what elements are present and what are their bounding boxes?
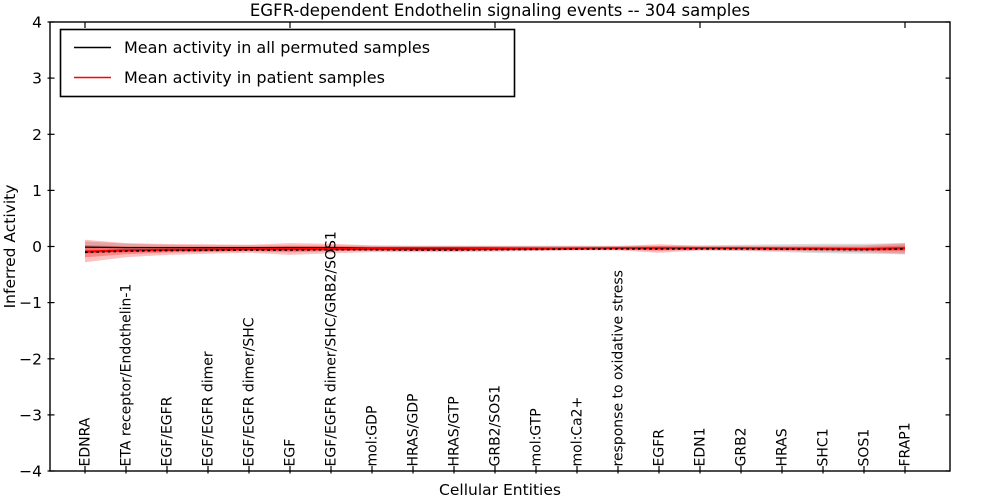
- series-lines: [84, 246, 906, 254]
- y-tick-label: 1: [32, 182, 42, 200]
- y-tick-label: 0: [32, 238, 42, 256]
- x-category-label: EGF/EGFR: [160, 396, 176, 466]
- x-category-label: SOS1: [857, 429, 873, 467]
- x-category-label: mol:GTP: [529, 408, 545, 466]
- x-category-label: ETA receptor/Endothelin-1: [119, 284, 135, 467]
- x-category-label: EDNRA: [78, 417, 94, 466]
- legend: Mean activity in all permuted samples Me…: [59, 28, 516, 98]
- x-category-label: GRB2/SOS1: [488, 385, 504, 467]
- y-tick-label: 2: [32, 126, 42, 144]
- x-category-label: FRAP1: [898, 422, 914, 466]
- y-tick-label: −3: [19, 406, 42, 424]
- x-category-label: HRAS/GTP: [447, 396, 463, 466]
- x-category-label: EGF/EGFR dimer/SHC: [242, 317, 258, 466]
- x-axis-label: Cellular Entities: [439, 481, 561, 499]
- y-tick-label: −2: [19, 350, 42, 368]
- x-category-label: response to oxidative stress: [611, 270, 627, 466]
- patient-samples-range-band: [85, 239, 905, 263]
- x-category-label: SHC1: [816, 428, 832, 466]
- x-category-label: mol:GDP: [365, 406, 381, 467]
- x-category-label: HRAS: [775, 428, 791, 466]
- y-tick-label: −4: [19, 463, 42, 481]
- legend-label-permuted: Mean activity in all permuted samples: [124, 38, 430, 57]
- y-tick-label: 3: [32, 70, 42, 88]
- x-category-label: EGF/EGFR dimer/SHC/GRB2/SOS1: [324, 231, 340, 466]
- x-category-label: HRAS/GDP: [406, 394, 422, 467]
- axes-frame: [47, 21, 951, 474]
- y-tick-labels: −4 −3 −2 −1 0 1 2 3 4: [19, 14, 42, 481]
- x-category-labels: EDNRA ETA receptor/Endothelin-1 EGF/EGFR EG…: [78, 231, 914, 466]
- x-category-label: EGF/EGFR dimer: [201, 351, 217, 466]
- x-category-label: EGFR: [652, 429, 668, 467]
- patient-mean-line: [84, 247, 906, 253]
- chart-title: EGFR-dependent Endothelin signaling even…: [250, 1, 750, 20]
- legend-box: [59, 28, 516, 98]
- x-category-label: GRB2: [734, 427, 750, 466]
- legend-label-patient: Mean activity in patient samples: [124, 68, 385, 87]
- x-category-label: EGF: [283, 439, 299, 467]
- y-tick-label: −1: [19, 294, 42, 312]
- x-category-label: mol:Ca2+: [570, 397, 586, 467]
- y-axis-label: Inferred Activity: [1, 185, 19, 309]
- y-tick-label: 4: [32, 14, 42, 32]
- x-category-label: EDN1: [693, 427, 709, 466]
